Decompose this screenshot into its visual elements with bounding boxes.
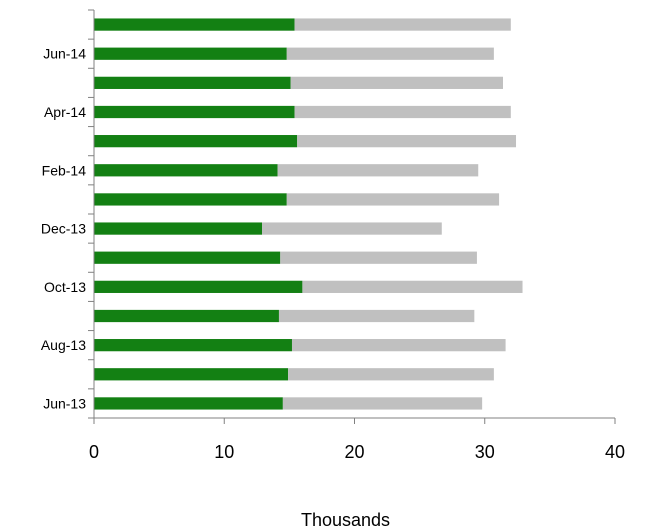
y-tick-label: Apr-14 — [44, 104, 86, 120]
y-tick-label: Dec-13 — [41, 221, 86, 237]
bar-series2-oct-13 — [302, 280, 523, 293]
bar-series2-feb-14 — [277, 164, 479, 177]
bar-series1-jun-13 — [94, 397, 283, 410]
bar-series2-aug-13 — [291, 339, 506, 352]
bar-series1-sep-13 — [94, 309, 279, 323]
x-tick-label: 0 — [89, 442, 99, 462]
bars-group — [94, 18, 523, 410]
bar-series1-mar-14 — [94, 135, 298, 148]
bar-series1-oct-13 — [94, 280, 303, 293]
bar-series2-jul-14 — [294, 18, 511, 31]
y-tick-label: Aug-13 — [41, 337, 86, 353]
x-tick-label: 20 — [344, 442, 364, 462]
bar-series2-jul-13 — [288, 368, 494, 381]
bar-series1-jun-14 — [94, 47, 287, 60]
x-tick-label: 10 — [214, 442, 234, 462]
x-ticks-group: 0 10 20 30 40 — [89, 418, 625, 462]
bar-series1-may-14 — [94, 76, 291, 89]
bar-series2-dec-13 — [262, 222, 442, 235]
bar-series2-jun-14 — [286, 47, 494, 60]
bar-series1-aug-13 — [94, 339, 292, 352]
x-tick-label: 30 — [475, 442, 495, 462]
y-tick-label: Feb-14 — [42, 162, 87, 178]
bar-series1-dec-13 — [94, 222, 263, 235]
y-tick-label: Oct-13 — [44, 279, 86, 295]
bar-series2-may-14 — [290, 76, 503, 89]
bar-series2-jun-13 — [282, 397, 483, 410]
bar-series1-feb-14 — [94, 164, 278, 177]
bar-series2-nov-13 — [280, 251, 477, 264]
bar-series2-mar-14 — [297, 135, 517, 148]
bar-series2-apr-14 — [294, 105, 511, 119]
bar-series1-apr-14 — [94, 105, 295, 119]
bar-series1-nov-13 — [94, 251, 281, 264]
bar-series1-jan-14 — [94, 193, 287, 206]
x-axis-title: Thousands — [301, 510, 390, 529]
bar-series2-jan-14 — [286, 193, 500, 206]
bar-series2-sep-13 — [278, 309, 475, 323]
x-tick-label: 40 — [605, 442, 625, 462]
y-tick-label: Jun-13 — [43, 395, 86, 411]
bar-series1-jul-13 — [94, 368, 289, 381]
bar-series1-jul-14 — [94, 18, 295, 31]
y-tick-label: Jun-14 — [43, 46, 86, 62]
y-ticks-group: Jun-13 Aug-13 Oct-13 Dec-13 Feb-14 Apr-14 Jun-… — [41, 9, 94, 419]
